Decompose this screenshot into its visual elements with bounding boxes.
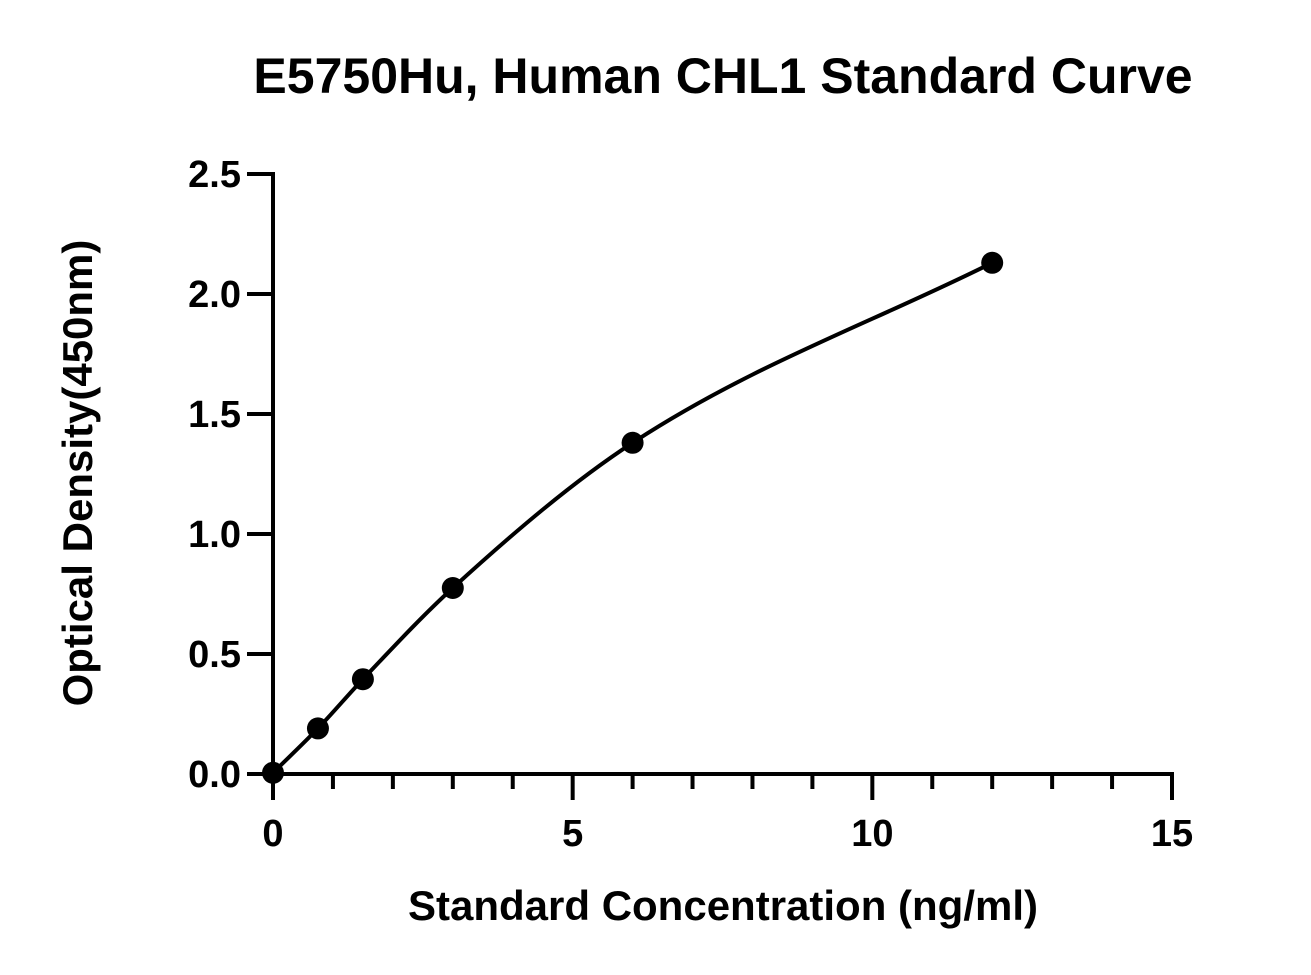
fit-curve-layer <box>271 261 994 775</box>
y-tick-label: 0.0 <box>188 754 241 796</box>
data-point <box>621 431 644 454</box>
data-point <box>262 761 284 784</box>
x-tick-label: 10 <box>851 813 893 855</box>
data-point <box>441 577 464 599</box>
y-tick-label: 2.0 <box>188 274 241 316</box>
data-point <box>306 717 329 740</box>
x-tick-label: 5 <box>562 813 583 855</box>
x-axis-label: Standard Concentration (ng/ml) <box>408 882 1038 929</box>
axes: 0.0 0.5 1.0 1.5 2.0 2.5 0 5 10 15 <box>188 154 1193 855</box>
y-axis-label: Optical Density(450nm) <box>54 240 101 707</box>
data-points <box>262 251 1004 784</box>
fit-curve <box>271 261 994 775</box>
y-tick-label: 0.5 <box>188 634 241 676</box>
chart-title: E5750Hu, Human CHL1 Standard Curve <box>253 48 1192 104</box>
x-tick-label: 0 <box>262 813 283 855</box>
y-tick-label: 1.5 <box>188 394 241 436</box>
y-tick-label: 1.0 <box>188 514 241 556</box>
x-tick-label: 15 <box>1151 813 1193 855</box>
data-point <box>981 251 1004 274</box>
data-point <box>351 668 374 691</box>
y-tick-label: 2.5 <box>188 154 241 196</box>
